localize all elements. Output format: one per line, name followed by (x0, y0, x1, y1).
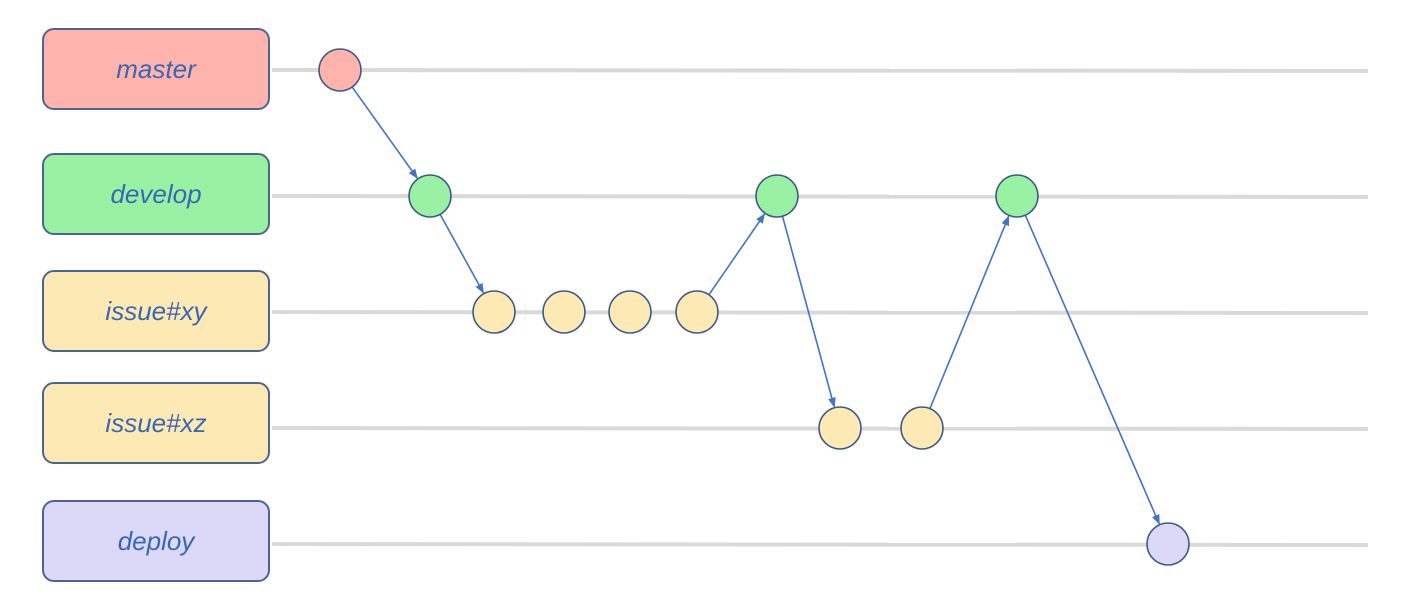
commit-node-x4 (675, 290, 719, 334)
commit-node-d2 (755, 174, 799, 218)
arrow-x4-to-d2 (708, 213, 766, 296)
commit-node-p1 (1146, 522, 1190, 566)
commit-node-z1 (818, 406, 862, 450)
lane-line-issuexy (271, 310, 1369, 315)
commit-node-x1 (472, 290, 516, 334)
commit-node-m1 (318, 48, 362, 92)
arrow-d1-to-x1 (439, 214, 485, 294)
commit-node-d3 (995, 174, 1039, 218)
arrow-z2-to-d3 (929, 215, 1010, 409)
branch-label-master: master (42, 28, 270, 110)
branch-label-develop: develop (42, 153, 270, 235)
commit-node-d1 (408, 174, 452, 218)
arrow-m1-to-d1 (351, 86, 418, 179)
branch-label-issuexy: issue#xy (42, 270, 270, 352)
lane-line-master (271, 68, 1369, 73)
arrow-d2-to-z1 (781, 216, 836, 408)
branch-label-deploy: deploy (42, 500, 270, 582)
lane-line-develop (271, 194, 1369, 199)
commit-node-z2 (900, 406, 944, 450)
commit-node-x3 (608, 290, 652, 334)
branch-label-issuexz: issue#xz (42, 382, 270, 464)
commit-node-x2 (542, 290, 586, 334)
lane-line-deploy (271, 542, 1369, 547)
arrow-d3-to-p1 (1024, 214, 1160, 525)
